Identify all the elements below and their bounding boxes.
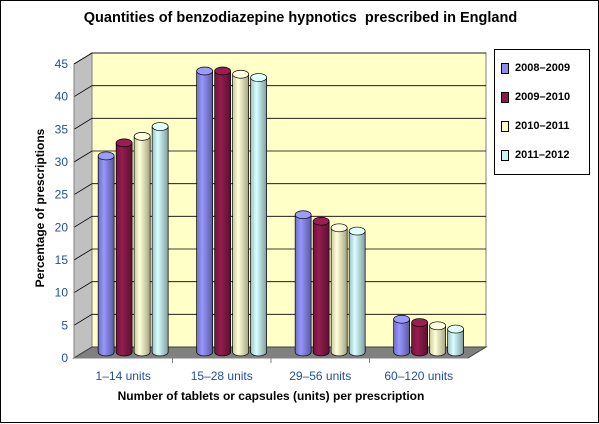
- side-wall: [73, 52, 93, 359]
- legend-label: 2010–2011: [515, 120, 570, 132]
- bar-2009–2010-1–14 units: [115, 142, 133, 357]
- bar-2010–2011-15–28 units: [232, 73, 249, 357]
- y-tick-label: 35: [55, 122, 69, 136]
- bar-cap: [214, 66, 231, 76]
- legend-swatch: [501, 92, 509, 103]
- gridline: [73, 117, 486, 130]
- y-axis-label: Percentage of prescriptions: [33, 128, 47, 288]
- legend-swatch: [501, 121, 509, 132]
- bar-cap: [97, 151, 115, 161]
- bar-cap: [294, 210, 312, 220]
- y-tick-label: 30: [55, 155, 69, 169]
- bar-2009–2010-60–120 units: [411, 322, 428, 357]
- legend-label: 2008–2009: [515, 62, 571, 74]
- bar-cap: [348, 226, 366, 236]
- bar-cap: [429, 321, 446, 331]
- bar-2011–2012-29–56 units: [348, 230, 366, 357]
- bar-cap: [133, 132, 151, 141]
- gridline: [73, 52, 486, 65]
- bar-2011–2012-15–28 units: [250, 77, 267, 357]
- bar-2010–2011-1–14 units: [133, 136, 151, 357]
- bar-2009–2010-15–28 units: [214, 70, 231, 357]
- y-tick-label: 15: [55, 253, 69, 267]
- y-tick-label: 20: [55, 220, 69, 234]
- gridline: [73, 150, 486, 163]
- bar-cap: [447, 324, 464, 334]
- legend: 2008–2009 2009–2010 2010–2011 2011–2012: [494, 49, 590, 175]
- bar-cap: [330, 223, 348, 233]
- bar-cap: [232, 69, 249, 79]
- bar-2010–2011-29–56 units: [330, 227, 348, 357]
- bar-2008–2009-15–28 units: [196, 70, 213, 357]
- bar-2011–2012-1–14 units: [151, 126, 169, 357]
- legend-swatch: [501, 63, 509, 74]
- legend-label: 2011–2012: [515, 149, 570, 161]
- bar-2008–2009-1–14 units: [97, 155, 115, 357]
- x-axis-label: Number of tablets or capsules (units) pe…: [117, 389, 425, 403]
- y-tick-label: 0: [61, 351, 68, 365]
- y-tick-label: 45: [55, 57, 69, 71]
- legend-label: 2009–2010: [515, 91, 571, 103]
- bar-cap: [411, 318, 428, 327]
- bar-cap: [115, 138, 133, 148]
- bar-cap: [393, 314, 410, 324]
- back-wall: [91, 52, 487, 348]
- bar-cap: [196, 66, 213, 76]
- bar-2009–2010-29–56 units: [312, 220, 330, 357]
- x-tick-label: 1–14 units: [96, 369, 151, 383]
- gridline: [73, 85, 486, 98]
- y-tick-label: 25: [55, 188, 69, 202]
- y-tick-label: 10: [55, 286, 69, 300]
- bar-cap: [250, 73, 267, 82]
- gridline: [73, 183, 486, 196]
- bar-2008–2009-29–56 units: [294, 214, 312, 357]
- bar-cap: [151, 122, 169, 131]
- bar-2008–2009-60–120 units: [393, 318, 410, 357]
- gridline: [73, 215, 486, 228]
- x-tick-label: 60–120 units: [384, 369, 453, 383]
- y-tick-label: 40: [55, 90, 69, 104]
- y-tick-label: 5: [61, 318, 68, 332]
- x-tick-label: 29–56 units: [289, 369, 351, 383]
- x-tick-label: 15–28 units: [191, 369, 253, 383]
- bar-cap: [312, 216, 330, 226]
- legend-swatch: [501, 150, 509, 161]
- chart-title: Quantities of benzodiazepine hypnotics p…: [83, 10, 518, 26]
- bar-2010–2011-60–120 units: [429, 325, 446, 357]
- bar-2011–2012-60–120 units: [447, 328, 464, 357]
